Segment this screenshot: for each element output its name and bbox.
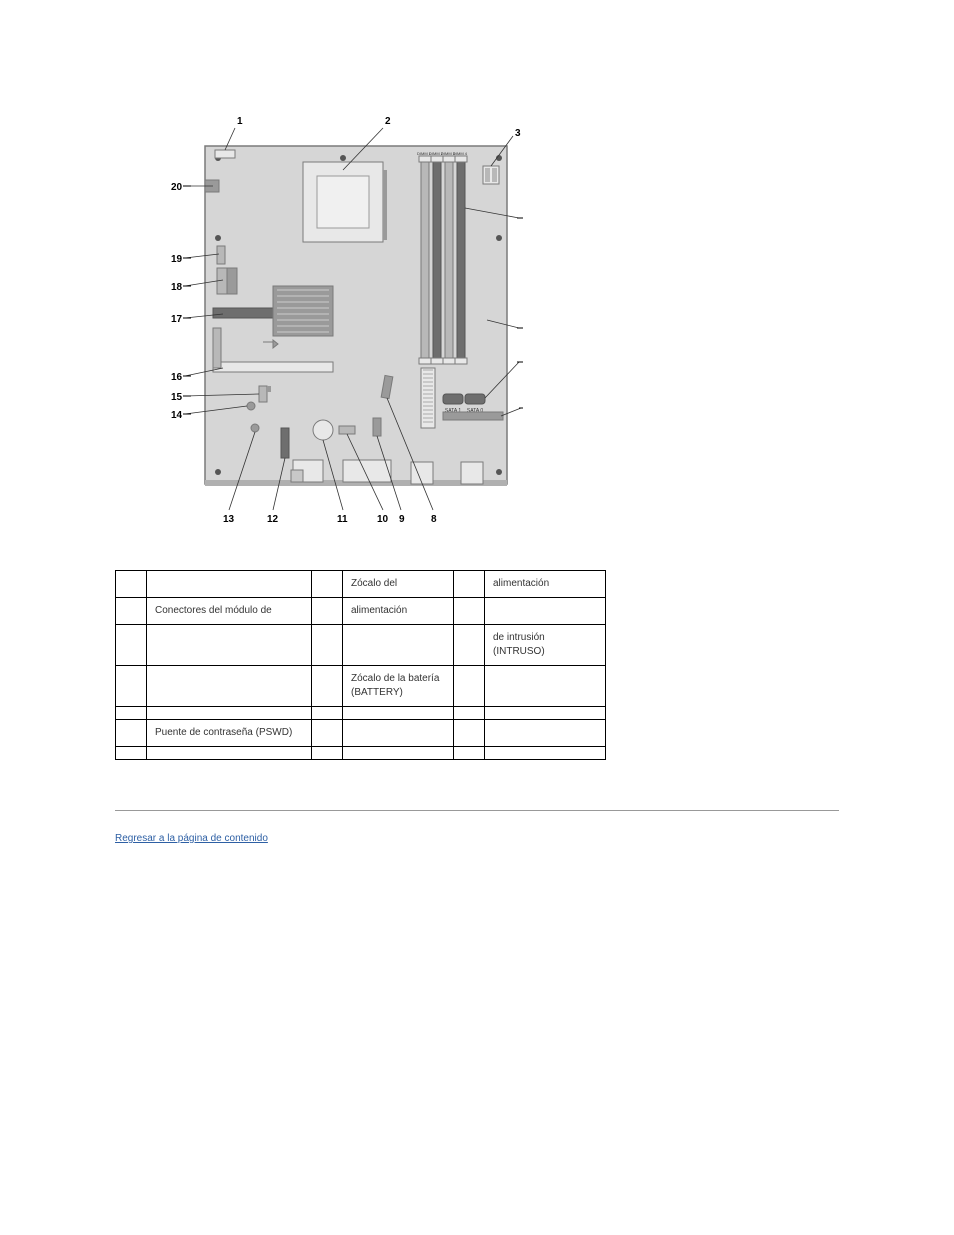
motherboard-diagram: DIMM 1 DIMM 2 DIMM 3 DIMM 4 SATA 1 SATA … <box>143 110 523 530</box>
svg-text:12: 12 <box>267 514 279 525</box>
cell-desc <box>147 571 312 598</box>
svg-text:8: 8 <box>431 514 437 525</box>
svg-text:14: 14 <box>171 410 183 421</box>
svg-text:11: 11 <box>337 514 348 525</box>
reference-table: Zócalo del alimentación Conectores del m… <box>115 570 606 760</box>
cell-num <box>116 571 147 598</box>
svg-text:DIMM 4: DIMM 4 <box>453 151 468 156</box>
svg-text:19: 19 <box>171 254 183 265</box>
svg-text:17: 17 <box>171 314 183 325</box>
svg-text:13: 13 <box>223 514 235 525</box>
cell-num <box>312 571 343 598</box>
svg-text:20: 20 <box>171 182 183 193</box>
svg-text:16: 16 <box>171 372 183 383</box>
cell-desc: alimentación <box>485 571 606 598</box>
cell-num <box>454 571 485 598</box>
divider <box>115 810 839 811</box>
svg-text:15: 15 <box>171 392 183 403</box>
svg-text:10: 10 <box>377 514 389 525</box>
svg-text:18: 18 <box>171 282 183 293</box>
svg-text:2: 2 <box>385 116 391 127</box>
cell-desc: Zócalo del <box>343 571 454 598</box>
back-link[interactable]: Regresar a la página de contenido <box>115 833 268 844</box>
svg-text:9: 9 <box>399 514 405 525</box>
svg-text:3: 3 <box>515 128 521 139</box>
svg-text:1: 1 <box>237 116 243 127</box>
